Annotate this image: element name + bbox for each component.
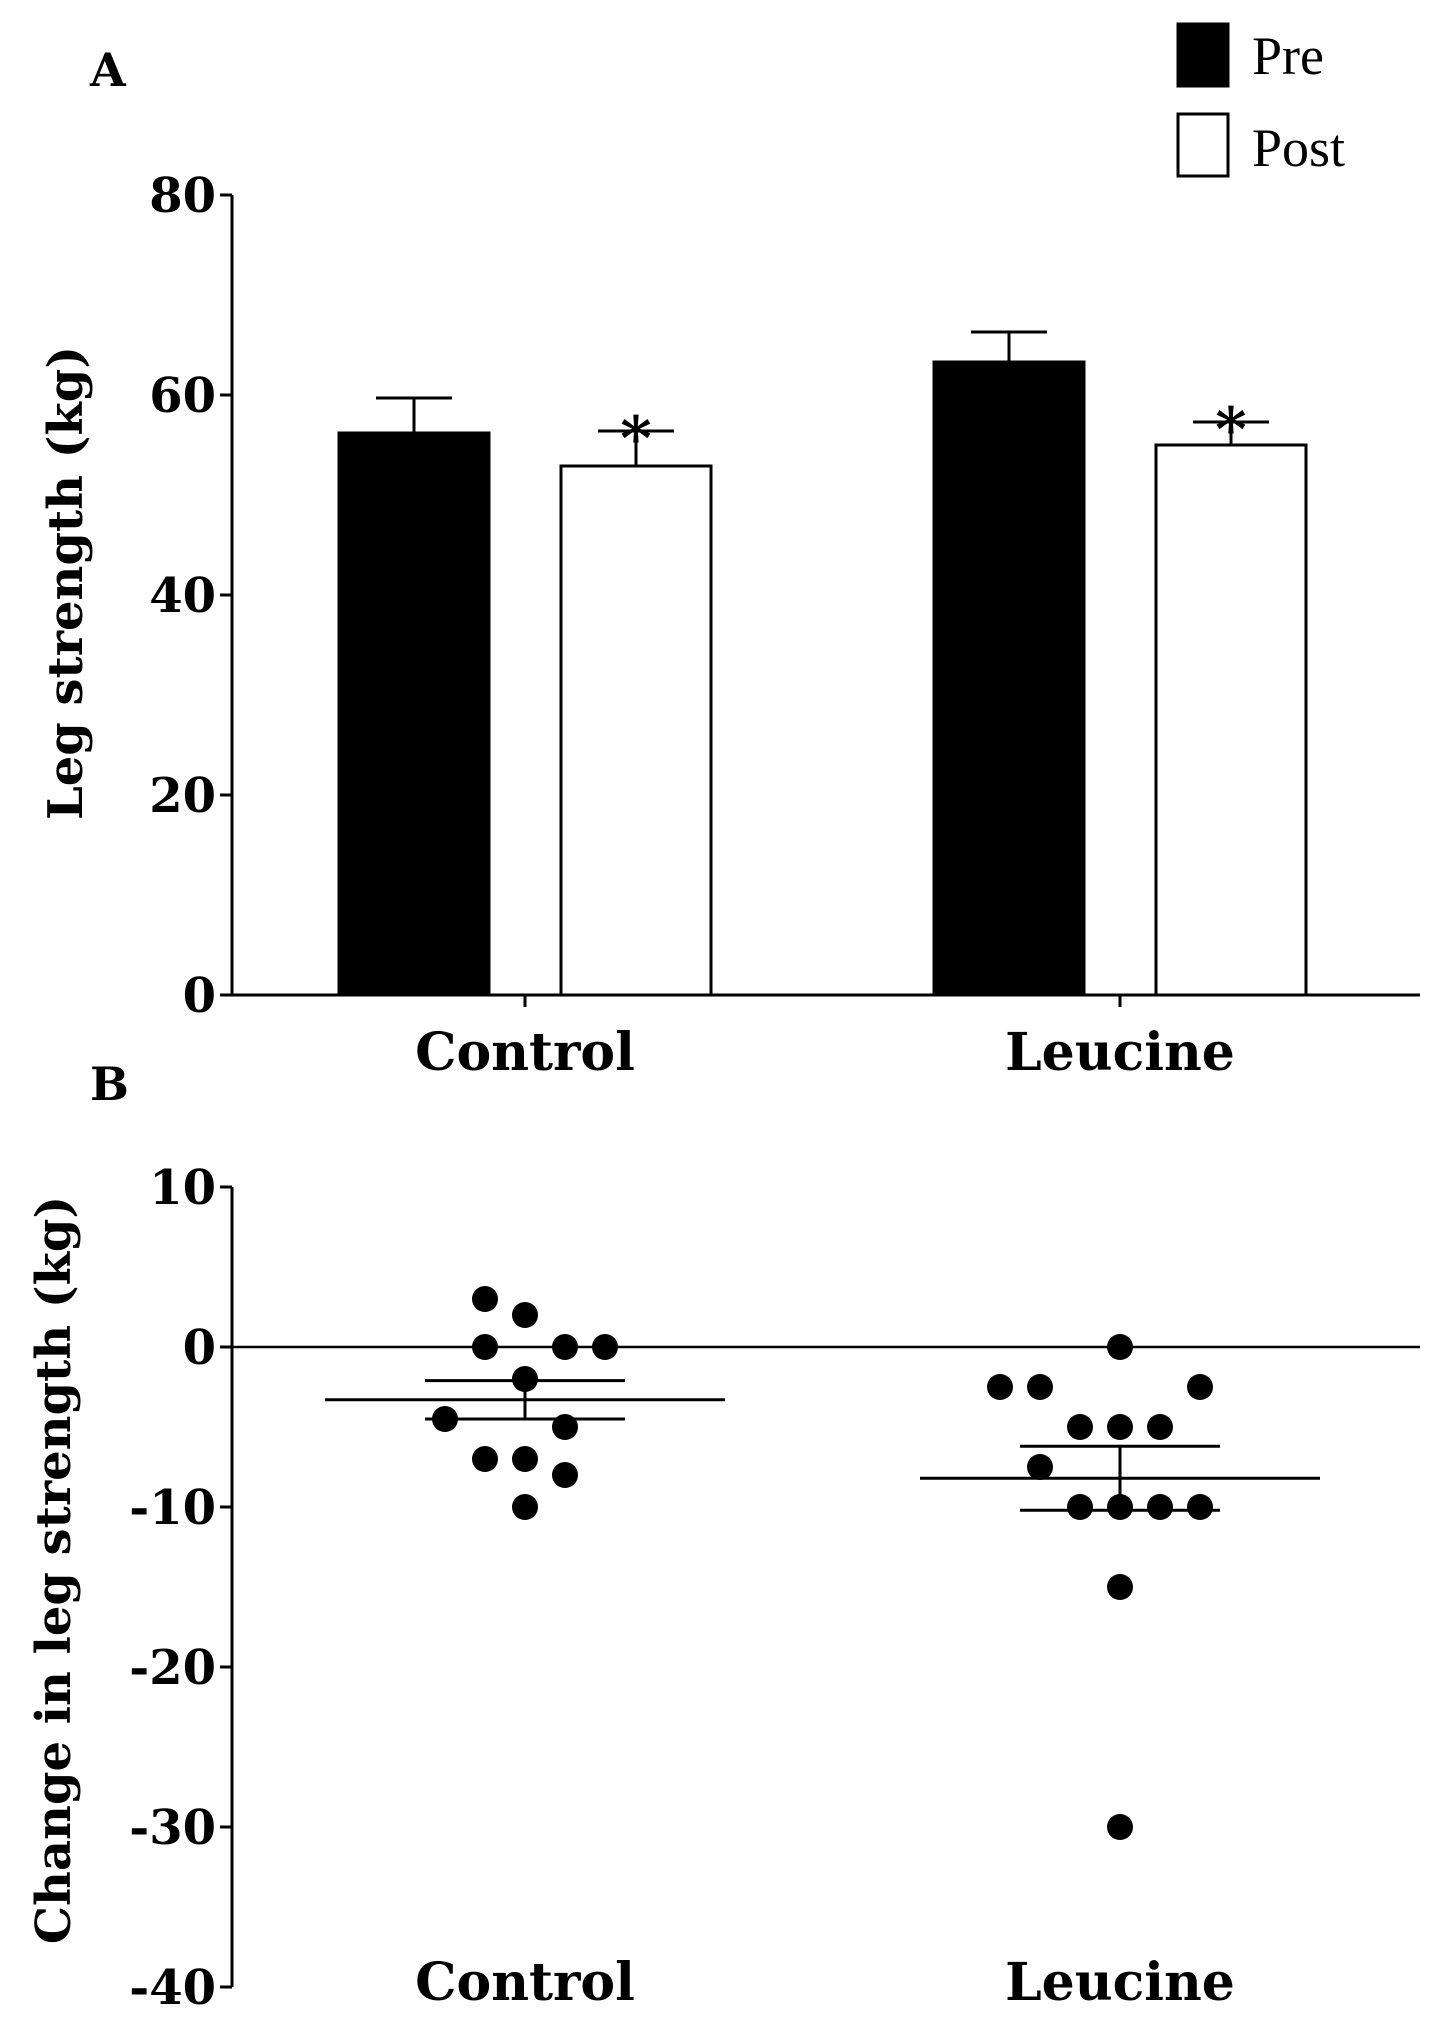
legend-label-pre: Pre (1252, 26, 1324, 86)
panel-a-category-leucine: Leucine (1005, 1022, 1235, 1083)
panel-a-ytick-label: 60 (149, 368, 216, 424)
data-point-control (552, 1462, 578, 1488)
panel-b-ytick-label: -40 (129, 1960, 216, 2016)
panel-a-label: A (89, 43, 127, 97)
panel-b-category-control: Control (415, 1952, 635, 2013)
data-point-leucine (1107, 1574, 1133, 1600)
data-point-control (472, 1446, 498, 1472)
data-point-leucine (1067, 1414, 1093, 1440)
data-point-control (512, 1446, 538, 1472)
data-point-control (512, 1494, 538, 1520)
data-point-leucine (1067, 1494, 1093, 1520)
panel-b-label: B (90, 1057, 129, 1111)
data-point-leucine (1027, 1374, 1053, 1400)
legend-label-post: Post (1252, 118, 1345, 178)
bar-pre-control (337, 431, 491, 997)
panel-b-ticks: 10 0 -10 -20 -30 -40 (129, 1160, 232, 2016)
significance-star-leucine: * (1215, 395, 1246, 465)
panel-a-ytick-label: 80 (149, 168, 216, 224)
panel-b-ytick-label: 10 (149, 1160, 216, 1216)
data-point-leucine (1187, 1374, 1213, 1400)
panel-b-axes (230, 1187, 1420, 1987)
data-point-leucine (987, 1374, 1013, 1400)
panel-a-ticks: 0 20 40 60 80 (149, 168, 1122, 1024)
data-point-control (552, 1334, 578, 1360)
legend-swatch-pre (1176, 22, 1230, 88)
data-point-leucine (1107, 1334, 1133, 1360)
panel-b-ytick-label: -30 (129, 1800, 216, 1856)
panel-a-ytick-label: 20 (149, 768, 216, 824)
panel-a-bars (337, 330, 1308, 997)
panel-b-ytick-label: 0 (183, 1320, 216, 1376)
panel-b-category-leucine: Leucine (1005, 1952, 1235, 2013)
data-point-leucine (1107, 1814, 1133, 1840)
data-point-control (472, 1334, 498, 1360)
data-point-control (512, 1302, 538, 1328)
panel-a-category-control: Control (415, 1022, 635, 1083)
data-point-leucine (1187, 1494, 1213, 1520)
bar-pre-leucine (932, 360, 1086, 997)
data-point-control (592, 1334, 618, 1360)
data-point-control (512, 1366, 538, 1392)
data-point-control (472, 1286, 498, 1312)
bar-post-leucine (1154, 443, 1308, 997)
panel-b-ytick-label: -20 (129, 1640, 216, 1696)
panel-a-ytick-label: 0 (183, 968, 216, 1024)
data-point-leucine (1107, 1414, 1133, 1440)
panel-b-ytick-label: -10 (129, 1480, 216, 1536)
panel-b: B Change in leg strength (kg) 10 0 -10 -20 -… (26, 1057, 1420, 2016)
data-point-leucine (1147, 1414, 1173, 1440)
legend-swatch-post (1176, 112, 1230, 178)
panel-a-ytick-label: 40 (149, 568, 216, 624)
legend: Pre Post (1176, 22, 1345, 178)
panel-a: A Leg strength (kg) Pre Post 0 20 40 60 80 C… (38, 22, 1420, 1083)
panel-b-points (432, 1286, 1213, 1840)
panel-a-ylabel: Leg strength (kg) (38, 346, 94, 820)
data-point-leucine (1027, 1454, 1053, 1480)
panel-b-stats (325, 1379, 1320, 1512)
bar-post-control (559, 464, 713, 997)
data-point-leucine (1147, 1494, 1173, 1520)
panel-b-ylabel: Change in leg strength (kg) (26, 1196, 82, 1944)
significance-star-control: * (620, 404, 651, 474)
